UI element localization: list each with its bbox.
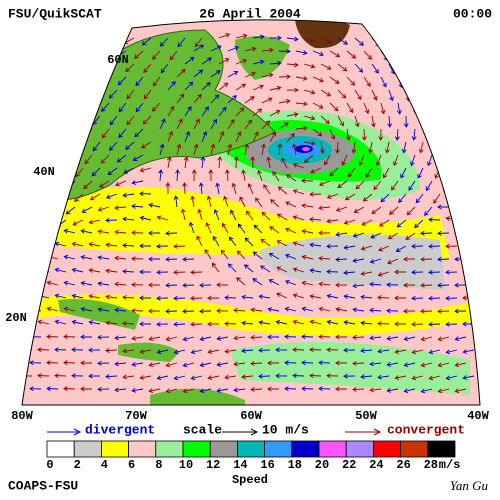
legend-label: convergent [387, 422, 465, 437]
time: 00:00 [453, 6, 492, 21]
color-box [182, 440, 211, 458]
color-box [128, 440, 157, 458]
land [235, 36, 290, 80]
colorbar: 0 2 4 6 8 10 12 14 16 18 20 22 24 26 28 m/s [46, 440, 461, 472]
land [295, 19, 350, 49]
lat-label: 60N [107, 53, 129, 67]
color-box [372, 440, 401, 458]
colorbar-tick-label: 0 [46, 458, 53, 472]
legend-label: divergent [85, 422, 155, 437]
color-box [236, 440, 265, 458]
colorbar-unit: m/s [439, 458, 461, 472]
map [22, 19, 480, 405]
lat-label: 20N [5, 311, 27, 325]
legend-label: 10 m/s [262, 422, 309, 437]
color-box [400, 440, 429, 458]
title: FSU/QuikSCAT [8, 6, 102, 21]
lat-label: 40N [33, 165, 55, 179]
colorbar-tick-label: 8 [155, 458, 162, 472]
colorbar-tick-label: 18 [288, 458, 302, 472]
colorbar-tick-label: 2 [74, 458, 81, 472]
lon-label: 40W [467, 409, 489, 423]
colorbar-tick-label: 6 [128, 458, 135, 472]
legend-arrow [47, 428, 82, 436]
legend-label: scale [183, 422, 222, 437]
colorbar-tick-label: 24 [369, 458, 383, 472]
speed-band [22, 294, 480, 336]
legend: divergent scale 10 m/s convergent [47, 422, 465, 437]
credit: COAPS-FSU [8, 478, 78, 493]
lon-label: 50W [355, 409, 377, 423]
lon-label: 80W [11, 409, 33, 423]
color-box [291, 440, 320, 458]
color-box [46, 440, 75, 458]
lon-label: 60W [240, 409, 262, 423]
color-box [427, 440, 456, 458]
color-box [318, 440, 347, 458]
colorbar-tick-label: 28 [424, 458, 438, 472]
colorbar-tick-label: 22 [342, 458, 356, 472]
colorbar-tick-label: 10 [179, 458, 193, 472]
colorbar-tick-label: 14 [233, 458, 247, 472]
legend-arrow [345, 428, 382, 436]
date: 26 April 2004 [199, 6, 301, 21]
land [118, 342, 180, 362]
land [22, 280, 40, 305]
colorbar-title: Speed [232, 473, 268, 487]
legend-arrow [222, 428, 259, 436]
colorbar-tick-label: 20 [315, 458, 329, 472]
colorbar-tick-label: 26 [396, 458, 410, 472]
colorbar-tick-label: 12 [206, 458, 220, 472]
color-box [345, 440, 374, 458]
colorbar-tick-label: 4 [101, 458, 108, 472]
signature: Yan Gu [450, 478, 489, 493]
lon-label: 70W [125, 409, 147, 423]
speed-band [302, 147, 310, 151]
speed-band [260, 234, 445, 290]
speed-band [230, 342, 470, 395]
color-box [101, 440, 130, 458]
colorbar-tick-label: 16 [260, 458, 274, 472]
map-border [21, 19, 481, 406]
land [58, 299, 140, 330]
color-box [264, 440, 293, 458]
color-box [155, 440, 184, 458]
color-box [73, 440, 102, 458]
color-box [209, 440, 238, 458]
